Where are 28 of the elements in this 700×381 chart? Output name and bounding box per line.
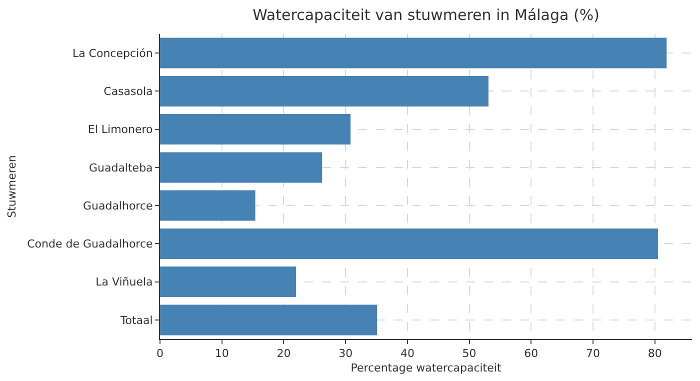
- x-tick-label: 60: [524, 347, 538, 360]
- y-tick-label: Conde de Guadalhorce: [27, 238, 154, 251]
- x-tick-label: 80: [648, 347, 662, 360]
- bar: [160, 114, 351, 145]
- y-tick-label: La Viñuela: [96, 276, 153, 289]
- x-tick-label: 0: [156, 347, 164, 360]
- bar: [160, 76, 488, 106]
- x-axis-title: Percentage watercapaciteit: [350, 361, 502, 374]
- bar: [160, 38, 667, 68]
- y-tick-label: El Limonero: [88, 123, 154, 136]
- x-tick-label: 50: [462, 347, 476, 360]
- x-tick-label: 10: [214, 347, 229, 360]
- bar: [160, 266, 296, 298]
- y-axis-title: Stuwmeren: [6, 155, 19, 218]
- x-tick-label: 30: [338, 347, 353, 360]
- x-tick-label: 70: [586, 347, 600, 360]
- y-tick-label: Guadalhorce: [82, 199, 154, 212]
- bar: [160, 190, 256, 221]
- y-tick-label: Totaal: [119, 314, 153, 327]
- bar: [160, 152, 322, 183]
- y-tick-label: La Concepción: [72, 46, 153, 60]
- y-tick-label: Guadalteba: [88, 161, 153, 174]
- y-tick-label: Casasola: [104, 85, 153, 98]
- x-tick-label: 20: [276, 347, 291, 360]
- chart-title: Watercapaciteit van stuwmeren in Málaga (%): [252, 6, 600, 24]
- bar: [160, 228, 658, 259]
- bar: [160, 304, 378, 336]
- x-tick-label: 40: [400, 347, 414, 360]
